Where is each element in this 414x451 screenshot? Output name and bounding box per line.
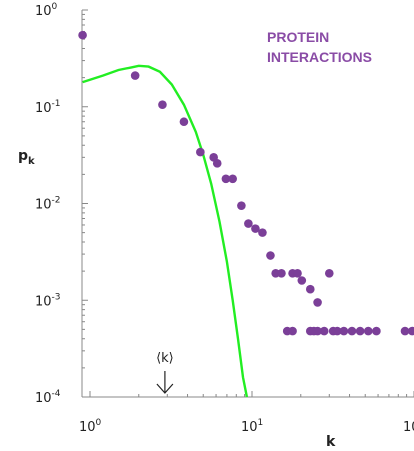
data-point: [251, 224, 260, 233]
data-point: [228, 174, 237, 184]
y-tick-label: 10-2: [35, 196, 61, 213]
annotation-line-1: PROTEIN: [267, 29, 329, 45]
data-point: [297, 276, 307, 285]
data-point: [244, 219, 253, 228]
data-point: [78, 30, 87, 40]
data-point: [237, 201, 246, 210]
data-point: [288, 326, 297, 336]
y-tick-label: 10-3: [35, 292, 61, 309]
data-point: [266, 251, 275, 260]
x-axis-ticks: 100 101 10: [79, 391, 414, 435]
y-tick-label: 10-4: [35, 389, 61, 406]
x-axis-label: k: [326, 434, 336, 450]
data-point: [363, 326, 373, 336]
data-point: [130, 71, 140, 80]
fit-line: [82, 64, 249, 398]
axis-labels: pk k: [18, 148, 336, 450]
data-points: [78, 30, 414, 336]
data-point: [179, 117, 189, 127]
data-point: [319, 326, 329, 336]
data-point: [305, 284, 315, 294]
x-tick-label: 100: [79, 418, 102, 435]
data-point: [339, 326, 349, 336]
annotation-line-2: INTERACTIONS: [267, 49, 372, 65]
y-axis-label: pk: [18, 148, 35, 167]
x-tick-label: 10: [403, 420, 414, 435]
data-point: [347, 326, 357, 336]
data-point: [196, 147, 205, 157]
y-tick-label: 100: [35, 2, 58, 19]
data-point: [221, 174, 231, 184]
data-point: [293, 268, 302, 278]
fit-curve: [82, 64, 249, 398]
annotations: PROTEIN INTERACTIONS ⟨k⟩: [156, 29, 372, 394]
data-point: [324, 268, 334, 278]
data-point: [355, 326, 365, 336]
data-point: [158, 100, 167, 109]
x-tick-label: 101: [241, 418, 263, 435]
data-point: [407, 326, 414, 336]
data-point: [313, 326, 322, 336]
data-point: [313, 298, 322, 307]
data-point: [277, 268, 286, 278]
y-tick-label: 10-1: [35, 99, 61, 116]
mean-degree-arrow-head: [156, 383, 174, 394]
mean-degree-label: ⟨k⟩: [156, 351, 174, 366]
data-point: [258, 228, 267, 237]
data-point: [372, 326, 381, 336]
data-point: [400, 326, 410, 336]
y-axis-ticks: 100 10-1 10-2 10-3 10-4: [35, 2, 88, 406]
data-point: [332, 326, 342, 336]
data-point: [212, 159, 222, 168]
